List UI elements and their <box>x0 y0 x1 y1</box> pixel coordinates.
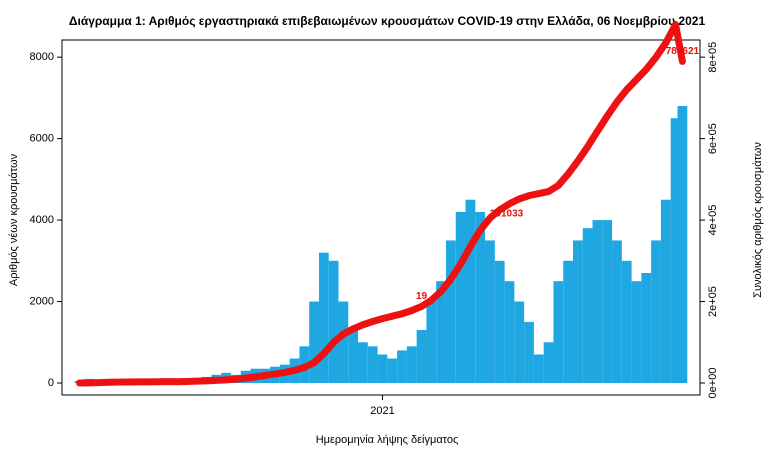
bar <box>602 220 613 383</box>
bar <box>465 199 476 383</box>
bar <box>485 240 495 383</box>
bar <box>494 260 505 383</box>
bar <box>641 273 652 383</box>
x-tick-label: 2021 <box>370 405 394 417</box>
bar <box>338 301 349 383</box>
bar <box>455 211 466 383</box>
bar <box>533 354 544 383</box>
annotation: 789621 <box>666 46 700 57</box>
bar <box>328 260 339 383</box>
bar <box>416 330 427 383</box>
y-tick-label: 2000 <box>30 295 54 307</box>
line <box>76 21 686 387</box>
y2-tick-label: 6e+05 <box>707 123 719 154</box>
bar <box>631 281 642 383</box>
bar <box>524 321 534 383</box>
bar <box>406 346 417 383</box>
y-tick-label: 0 <box>48 377 54 389</box>
y2-axis-title: Συνολικός αριθμός κρουσμάτων <box>752 142 764 298</box>
bar <box>367 346 378 383</box>
bar <box>677 106 688 384</box>
y2-tick-label: 2e+05 <box>707 286 719 317</box>
bar <box>377 354 388 383</box>
bar <box>309 301 319 383</box>
x-axis-title: Ημερομηνία λήψης δείγματος <box>316 434 459 446</box>
bar <box>358 342 368 383</box>
annotation: 19 <box>416 291 428 302</box>
y2-tick-label: 4e+05 <box>707 205 719 236</box>
bar <box>543 342 554 383</box>
plot-frame <box>61 39 701 396</box>
bar <box>397 350 407 383</box>
bar <box>553 281 564 383</box>
bar <box>514 301 525 383</box>
y-axis-title: Αριθμός νέων κρουσμάτων <box>8 153 20 286</box>
y-tick-label: 4000 <box>30 214 54 226</box>
chart-title: Διάγραμμα 1: Αριθμός εργαστηριακά επιβεβ… <box>69 14 706 28</box>
bar <box>445 240 456 383</box>
bar <box>563 260 573 383</box>
bar <box>318 252 329 383</box>
bar <box>612 240 622 383</box>
y-tick-label: 6000 <box>30 133 54 145</box>
bar <box>436 281 446 383</box>
y2-tick-label: 8e+05 <box>707 42 719 73</box>
bar <box>621 260 632 383</box>
bar <box>592 220 603 383</box>
y2-tick-label: 0e+00 <box>707 368 719 399</box>
bar <box>582 228 593 383</box>
bar <box>387 358 398 383</box>
bar <box>670 118 681 384</box>
bar <box>572 240 583 383</box>
bar <box>651 240 661 383</box>
y-tick-label: 8000 <box>30 51 54 63</box>
bar <box>660 199 671 383</box>
bar <box>348 330 359 383</box>
bar <box>504 281 515 383</box>
annotation: 391033 <box>490 208 524 219</box>
bar <box>475 211 486 383</box>
bar <box>426 301 437 383</box>
